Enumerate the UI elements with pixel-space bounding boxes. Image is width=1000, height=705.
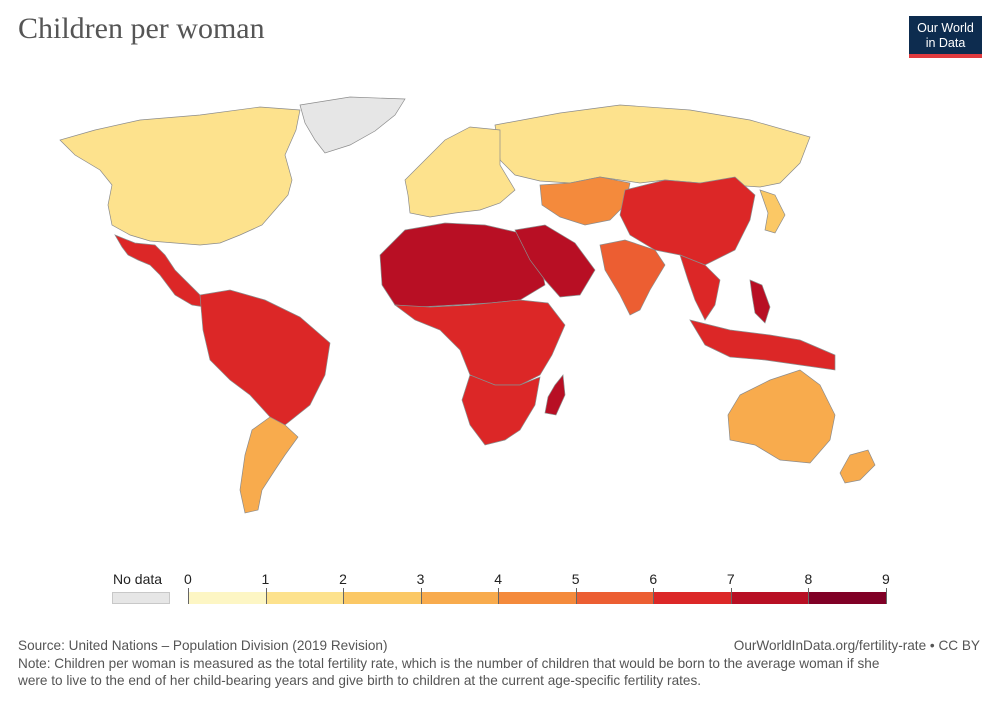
legend-tick [498, 588, 500, 604]
legend-tick-label: 5 [571, 571, 580, 587]
logo-line-2: in Data [925, 36, 966, 50]
region-central-asia[interactable] [539, 176, 631, 226]
legend-tick-label: 6 [649, 571, 658, 587]
legend-swatch[interactable] [730, 592, 809, 604]
legend-swatch[interactable] [420, 592, 499, 604]
region-indonesia[interactable] [689, 319, 836, 371]
region-australia[interactable] [727, 369, 836, 464]
legend-tick-label: 1 [261, 571, 270, 587]
region-russia[interactable] [494, 104, 811, 188]
legend-swatch[interactable] [653, 592, 732, 604]
logo-line-1: Our World [917, 21, 974, 35]
region-mexico-and-central-america[interactable] [114, 234, 206, 308]
region-southern-cone[interactable] [239, 416, 299, 514]
region-north-america[interactable] [59, 106, 301, 246]
region-arabian-peninsula[interactable] [514, 224, 596, 298]
legend-swatch[interactable] [188, 592, 267, 604]
source-text: Source: United Nations – Population Divi… [18, 638, 388, 653]
legend-swatch[interactable] [498, 592, 577, 604]
legend-swatch[interactable] [265, 592, 344, 604]
legend-tick [653, 588, 655, 604]
region-india[interactable] [599, 239, 666, 316]
region-south-america-north[interactable] [199, 289, 331, 426]
legend-tick-label: 4 [494, 571, 503, 587]
region-philippines[interactable] [749, 279, 771, 324]
legend-swatch[interactable] [343, 592, 422, 604]
legend-tick [575, 588, 577, 604]
legend-tick [420, 588, 422, 604]
region-central-africa[interactable] [393, 299, 566, 386]
legend-tick-label: 7 [726, 571, 735, 587]
note-line-2: were to live to the end of her child-bea… [18, 673, 702, 688]
license-link[interactable]: OurWorldInData.org/fertility-rate • CC B… [733, 638, 980, 653]
owid-logo[interactable]: Our World in Data [909, 16, 982, 58]
legend-tick [808, 588, 810, 604]
region-new-zealand[interactable] [839, 449, 876, 484]
legend-no-data-label: No data [113, 571, 163, 587]
world-map[interactable] [0, 85, 1000, 525]
legend-tick [265, 588, 267, 604]
legend-tick [188, 588, 189, 604]
legend-tick [730, 588, 732, 604]
legend-tick-label: 2 [339, 571, 347, 587]
legend-swatch[interactable] [808, 592, 887, 604]
legend-tick-label: 3 [416, 571, 425, 587]
region-china[interactable] [619, 176, 756, 266]
region-greenland[interactable] [299, 96, 406, 154]
region-europe[interactable] [404, 126, 516, 218]
legend-tick [343, 588, 345, 604]
region-southeast-asia[interactable] [679, 254, 721, 321]
legend-no-data-swatch [112, 592, 170, 604]
legend-tick [886, 588, 887, 604]
legend-tick-label: 9 [882, 571, 890, 587]
region-madagascar[interactable] [544, 374, 566, 416]
legend-tick-label: 8 [804, 571, 813, 587]
region-southern-africa[interactable] [461, 374, 541, 446]
legend-swatch[interactable] [575, 592, 654, 604]
legend-tick-label: 0 [184, 571, 192, 587]
page-title: Children per woman [18, 12, 265, 45]
region-japan[interactable] [759, 189, 786, 234]
note-line-1: Note: Children per woman is measured as … [18, 656, 880, 671]
